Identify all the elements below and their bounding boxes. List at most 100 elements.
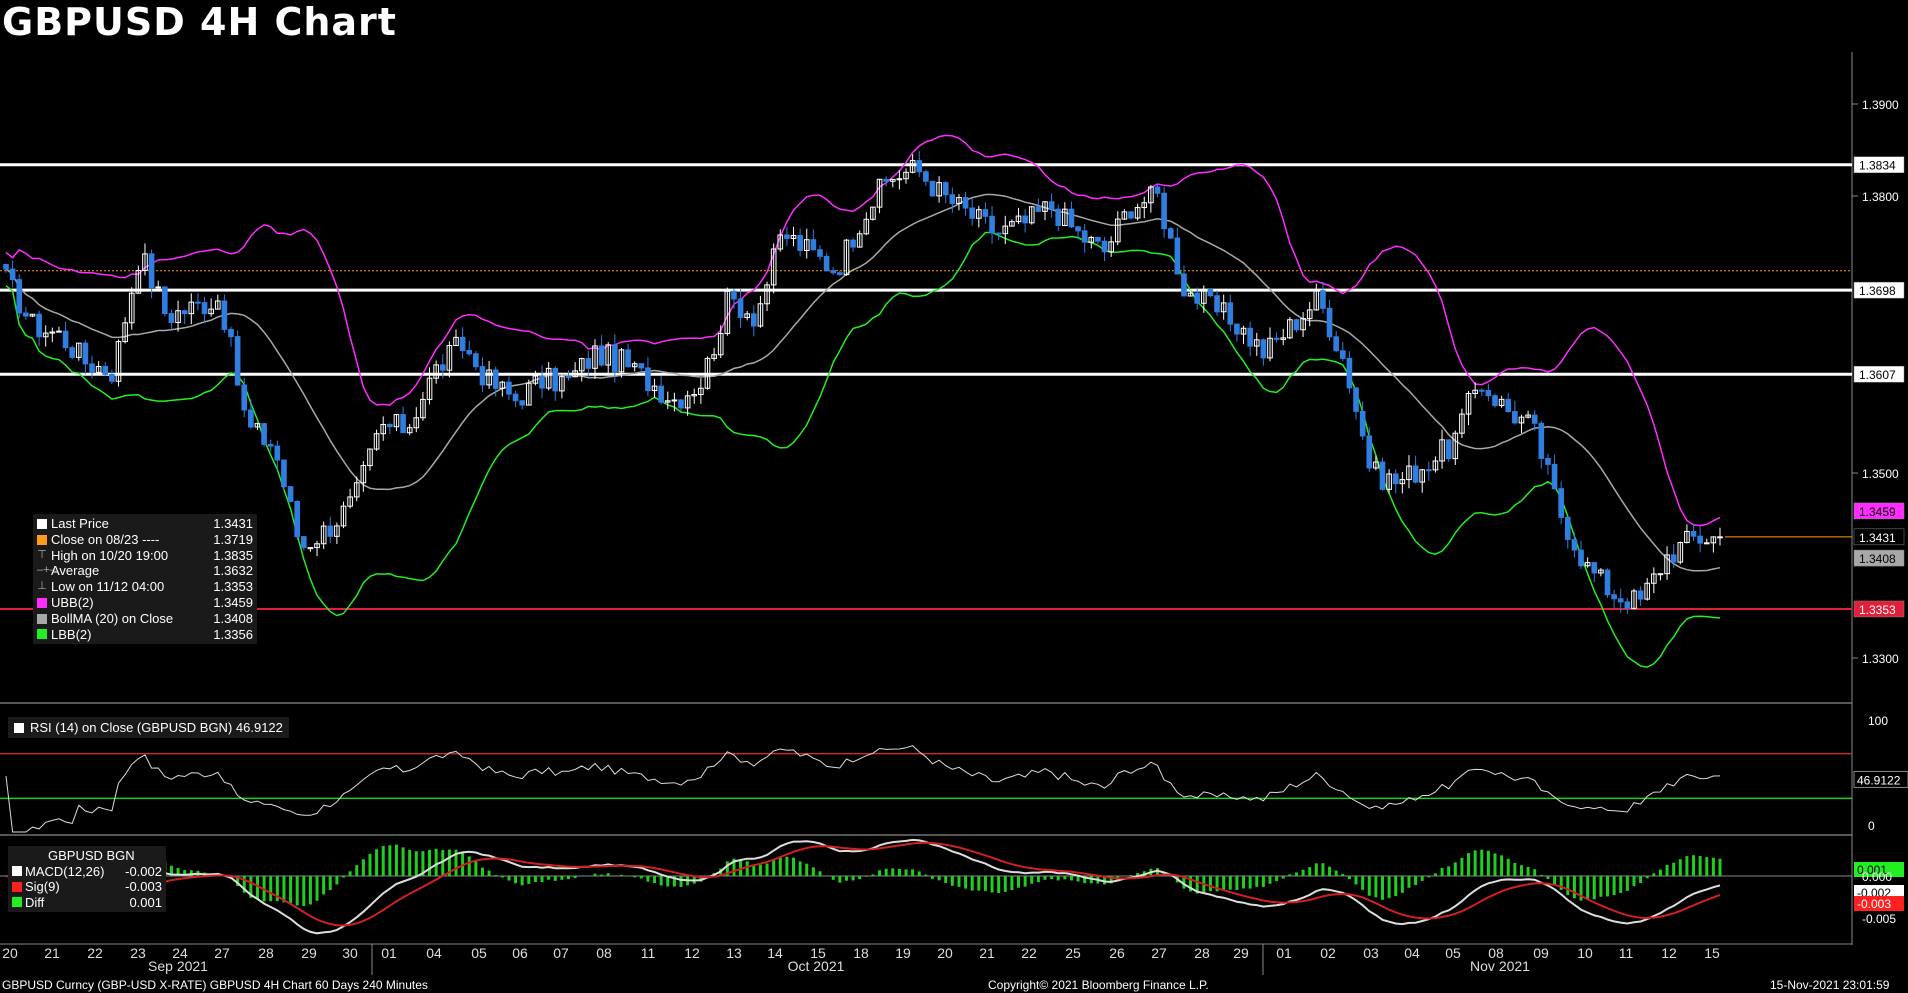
candle-body xyxy=(1287,319,1293,339)
macd-tick-label: 0.000 xyxy=(1862,870,1892,884)
candle-body xyxy=(1313,290,1320,311)
candle-body xyxy=(1359,410,1366,437)
legend-value: 1.3719 xyxy=(213,531,253,547)
price-tag xyxy=(1853,502,1905,520)
candle-body xyxy=(731,290,737,300)
candle-body xyxy=(1240,327,1247,335)
macd-legend-value: -0.002 xyxy=(125,863,162,879)
candle-body xyxy=(453,336,459,347)
macd-histogram-bar xyxy=(1215,876,1219,892)
macd-histogram-bar xyxy=(242,876,246,893)
macd-histogram-bar xyxy=(1017,876,1021,888)
macd-histogram-bar xyxy=(1242,876,1246,889)
macd-histogram-bar xyxy=(1036,876,1040,883)
macd-histogram-bar xyxy=(474,861,478,876)
macd-legend-value: 0.001 xyxy=(129,894,162,910)
macd-histogram-bar xyxy=(1341,873,1345,876)
macd-histogram-bar xyxy=(1493,853,1497,876)
candle-body xyxy=(770,248,777,286)
macd-histogram-bar xyxy=(930,876,934,879)
macd-histogram-bar xyxy=(269,876,273,902)
candle-body xyxy=(942,182,949,196)
macd-histogram-bar xyxy=(176,867,180,876)
candle-body xyxy=(1406,465,1412,481)
month-label: Oct 2021 xyxy=(788,958,845,974)
candle-body xyxy=(757,303,764,327)
candle-body xyxy=(168,313,175,324)
candle-body xyxy=(69,347,75,358)
macd-histogram-bar xyxy=(1566,876,1570,896)
macd-histogram-bar xyxy=(792,857,796,876)
candle-body xyxy=(1545,457,1551,465)
macd-histogram-bar xyxy=(964,876,968,889)
macd-histogram-bar xyxy=(1182,876,1186,889)
candle-body xyxy=(195,301,201,304)
candle-body xyxy=(1207,289,1214,297)
date-tick-label: 08 xyxy=(1488,945,1504,961)
macd-histogram-bar xyxy=(533,876,537,882)
macd-histogram-bar xyxy=(408,849,412,876)
macd-histogram-bar xyxy=(1407,876,1411,888)
rsi-label: RSI (14) on Close (GBPUSD BGN) 46.9122 xyxy=(30,720,283,735)
macd-histogram-bar xyxy=(375,849,379,876)
macd-histogram-bar xyxy=(970,876,974,891)
macd-histogram-bar xyxy=(977,876,981,891)
candle-body xyxy=(1108,241,1114,253)
candle-body xyxy=(148,253,155,289)
candle-body xyxy=(1154,186,1161,194)
legend-label: BollMA (20) on Close xyxy=(51,610,174,626)
candle-body xyxy=(1048,201,1055,210)
candle-body xyxy=(201,302,208,315)
rsi-legend: RSI (14) on Close (GBPUSD BGN) 46.9122 xyxy=(8,717,289,738)
candle-body xyxy=(512,393,519,402)
candle-body xyxy=(1095,236,1101,242)
macd-histogram-bar xyxy=(507,876,511,881)
macd-histogram-bar xyxy=(1546,876,1550,880)
candle-body xyxy=(982,209,989,217)
macd-histogram-bar xyxy=(732,858,736,876)
date-tick-label: 21 xyxy=(44,945,60,961)
macd-histogram-bar xyxy=(494,875,498,876)
macd-histogram-bar xyxy=(1314,863,1318,876)
macd-histogram-bar xyxy=(633,876,637,878)
macd-histogram-bar xyxy=(1453,862,1457,876)
candle-body xyxy=(1247,327,1253,347)
candle-body xyxy=(1386,473,1392,490)
date-tick-label: 05 xyxy=(471,945,487,961)
macd-histogram-bar xyxy=(725,861,729,876)
macd-histogram-bar xyxy=(567,876,571,880)
candles xyxy=(3,151,1723,614)
macd-histogram-bar xyxy=(1592,876,1596,900)
macd-histogram-bar xyxy=(990,876,994,893)
date-tick-label: 15 xyxy=(810,945,826,961)
candle-body xyxy=(1227,302,1234,325)
candle-body xyxy=(1339,350,1346,359)
candle-body xyxy=(75,342,82,358)
date-tick-label: 29 xyxy=(301,945,317,961)
candle-body xyxy=(1015,215,1022,223)
candle-body xyxy=(506,381,512,395)
macd-histogram-bar xyxy=(1553,876,1557,885)
candle-body xyxy=(1604,569,1611,596)
candle-body xyxy=(704,357,711,389)
legend-row: ⊥ Low on 11/12 04:00 1.3353 xyxy=(37,579,253,595)
candle-body xyxy=(1512,411,1518,424)
candle-body xyxy=(737,298,744,318)
moving-average-line xyxy=(5,193,1721,572)
candle-body xyxy=(228,328,234,338)
date-tick-label: 28 xyxy=(258,945,274,961)
macd-histogram-bar xyxy=(1599,876,1603,897)
macd-histogram-bar xyxy=(957,876,961,887)
candle-body xyxy=(1578,549,1584,567)
candle-body xyxy=(850,239,856,248)
candle-body xyxy=(115,341,122,382)
macd-histogram-bar xyxy=(302,876,306,907)
candle-body xyxy=(287,486,294,502)
candle-body xyxy=(135,270,142,294)
legend-value: 1.3356 xyxy=(213,626,253,642)
candle-body xyxy=(1399,479,1406,485)
candle-body xyxy=(1631,590,1637,609)
candle-body xyxy=(612,344,618,373)
macd-histogram-bar xyxy=(659,876,663,886)
